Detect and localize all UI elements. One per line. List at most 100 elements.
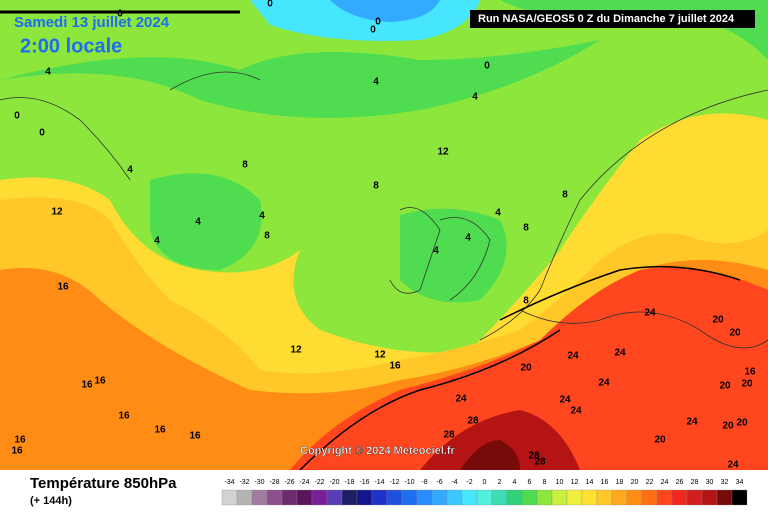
- contour-label: 4: [373, 77, 379, 88]
- scale-label: -26: [284, 479, 294, 486]
- scale-swatch: [221, 489, 238, 506]
- contour-label: 12: [51, 207, 63, 218]
- contour-label: 24: [455, 394, 467, 405]
- scale-swatch: [266, 489, 283, 506]
- contour-label: 20: [712, 315, 724, 326]
- contour-label: 20: [729, 328, 741, 339]
- contour-label: 16: [94, 376, 106, 387]
- scale-swatch: [431, 489, 448, 506]
- contour-label: 24: [559, 395, 571, 406]
- scale-label: 12: [571, 479, 579, 486]
- contour-label: 4: [465, 233, 471, 244]
- contour-label: 4: [433, 246, 439, 257]
- contour-label: 4: [45, 67, 51, 78]
- scale-label: 6: [528, 479, 532, 486]
- contour-label: 16: [11, 446, 23, 457]
- contour-label: 24: [614, 348, 626, 359]
- contour-label: 24: [686, 417, 698, 428]
- contour-label: 12: [437, 147, 449, 158]
- contour-label: 20: [654, 435, 666, 446]
- scale-swatch: [371, 489, 388, 506]
- scale-label: 18: [616, 479, 624, 486]
- scale-swatch: [671, 489, 688, 506]
- contour-label: 24: [570, 406, 582, 417]
- contour-label: 24: [598, 378, 610, 389]
- scale-label: 8: [543, 479, 547, 486]
- scale-swatch: [311, 489, 328, 506]
- run-info: Run NASA/GEOS5 0 Z du Dimanche 7 juillet…: [478, 13, 735, 25]
- contour-label: 28: [534, 457, 546, 468]
- scale-label: 30: [706, 479, 714, 486]
- scale-swatch: [626, 489, 643, 506]
- contour-label: 28: [528, 451, 540, 462]
- scale-swatch: [731, 489, 748, 506]
- scale-swatch: [236, 489, 253, 506]
- run-box: [470, 10, 755, 28]
- scale-swatch: [356, 489, 373, 506]
- scale-swatch: [566, 489, 583, 506]
- contour-label: 4: [472, 92, 478, 103]
- scale-label: 28: [691, 479, 699, 486]
- scale-swatch: [506, 489, 523, 506]
- scale-swatch: [701, 489, 718, 506]
- contour-label: 0: [117, 9, 123, 20]
- coastlines: [0, 71, 768, 349]
- contour-label: 24: [727, 460, 739, 471]
- scale-swatch: [551, 489, 568, 506]
- contour-label: 16: [154, 425, 166, 436]
- scale-swatch: [716, 489, 733, 506]
- contour-label: 20: [719, 381, 731, 392]
- scale-swatch: [536, 489, 553, 506]
- contour-label: 20: [722, 421, 734, 432]
- contour-label: 0: [39, 128, 45, 139]
- scale-label: 16: [601, 479, 609, 486]
- contour-24: [499, 265, 741, 321]
- scale-swatch: [611, 489, 628, 506]
- contour-label: 16: [744, 367, 756, 378]
- scale-label: -6: [436, 479, 442, 486]
- contour-label: 20: [736, 418, 748, 429]
- contour-label: 4: [154, 236, 160, 247]
- contour-label: 20: [741, 379, 753, 390]
- contour-label: 4: [259, 211, 265, 222]
- contour-label: 0: [14, 111, 20, 122]
- color-scale: -34 -32 -30 -28 -26 -24 -22 -20 -18 -16 -14 -12 -10-…: [221, 479, 748, 506]
- contour-label: 8: [242, 160, 248, 171]
- scale-swatch: [461, 489, 478, 506]
- contour-label: 4: [195, 217, 201, 228]
- contour-label: 28: [443, 430, 455, 441]
- contour-label: 16: [14, 435, 26, 446]
- contour-label: 8: [523, 296, 529, 307]
- scale-swatch: [281, 489, 298, 506]
- scale-label: -10: [404, 479, 414, 486]
- scale-label: 2: [498, 479, 502, 486]
- copyright: Copyright © 2024 Meteociel.fr: [300, 445, 456, 457]
- scale-label: 24: [661, 479, 669, 486]
- scale-label: -24: [299, 479, 309, 486]
- scale-label: 34: [736, 479, 744, 486]
- scale-label: 22: [646, 479, 654, 486]
- scale-swatch: [296, 489, 313, 506]
- contour-label: 24: [644, 308, 656, 319]
- scale-swatch: [251, 489, 268, 506]
- scale-swatch: [446, 489, 463, 506]
- scale-swatch: [326, 489, 343, 506]
- scale-swatch: [401, 489, 418, 506]
- scale-label: -18: [344, 479, 354, 486]
- contour-label: 0: [267, 0, 273, 10]
- contour-label: 12: [374, 350, 386, 361]
- local-time: 2:00 locale: [20, 35, 122, 57]
- scale-label: -2: [466, 479, 472, 486]
- scale-swatch: [416, 489, 433, 506]
- scale-swatch: [656, 489, 673, 506]
- scale-swatch: [386, 489, 403, 506]
- date: Samedi 13 juillet 2024: [14, 14, 170, 31]
- contour-20: [299, 329, 561, 471]
- contour-label: 0: [370, 25, 376, 36]
- contour-label: 0: [484, 61, 490, 72]
- scale-label: 32: [721, 479, 729, 486]
- contour-label: 20: [520, 363, 532, 374]
- scale-swatch: [641, 489, 658, 506]
